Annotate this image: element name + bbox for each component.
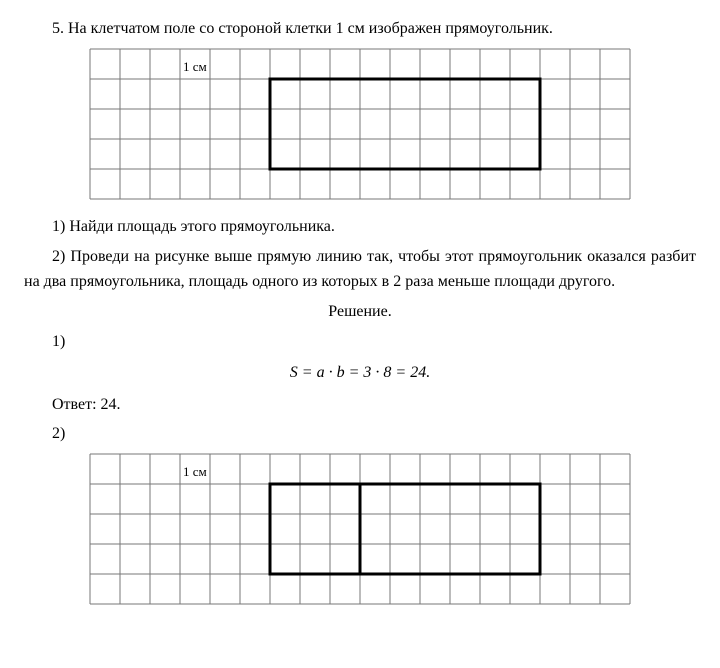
grid-figure-1: 1 см	[89, 48, 631, 200]
problem-number: 5.	[52, 20, 64, 37]
solution-step-1: 1)	[52, 329, 696, 355]
solution-answer: Ответ: 24.	[24, 392, 696, 418]
problem-text: На клетчатом поле со стороной клетки 1 с…	[68, 20, 553, 37]
solution-formula: S = a · b = 3 · 8 = 24.	[24, 360, 696, 386]
figure-1: 1 см	[24, 48, 696, 209]
solution-title: Решение.	[24, 299, 696, 325]
solution-step-2: 2)	[52, 421, 696, 447]
formula-text: S = a · b = 3 · 8 = 24.	[290, 364, 430, 381]
problem-statement: 5. На клетчатом поле со стороной клетки …	[24, 16, 696, 42]
svg-text:1 см: 1 см	[183, 59, 207, 74]
question-2: 2) Проведи на рисунке выше прямую линию …	[24, 244, 696, 295]
svg-text:1 см: 1 см	[183, 464, 207, 479]
figure-2: 1 см	[24, 453, 696, 614]
question-1: 1) Найди площадь этого прямоугольника.	[24, 214, 696, 240]
grid-figure-2: 1 см	[89, 453, 631, 605]
